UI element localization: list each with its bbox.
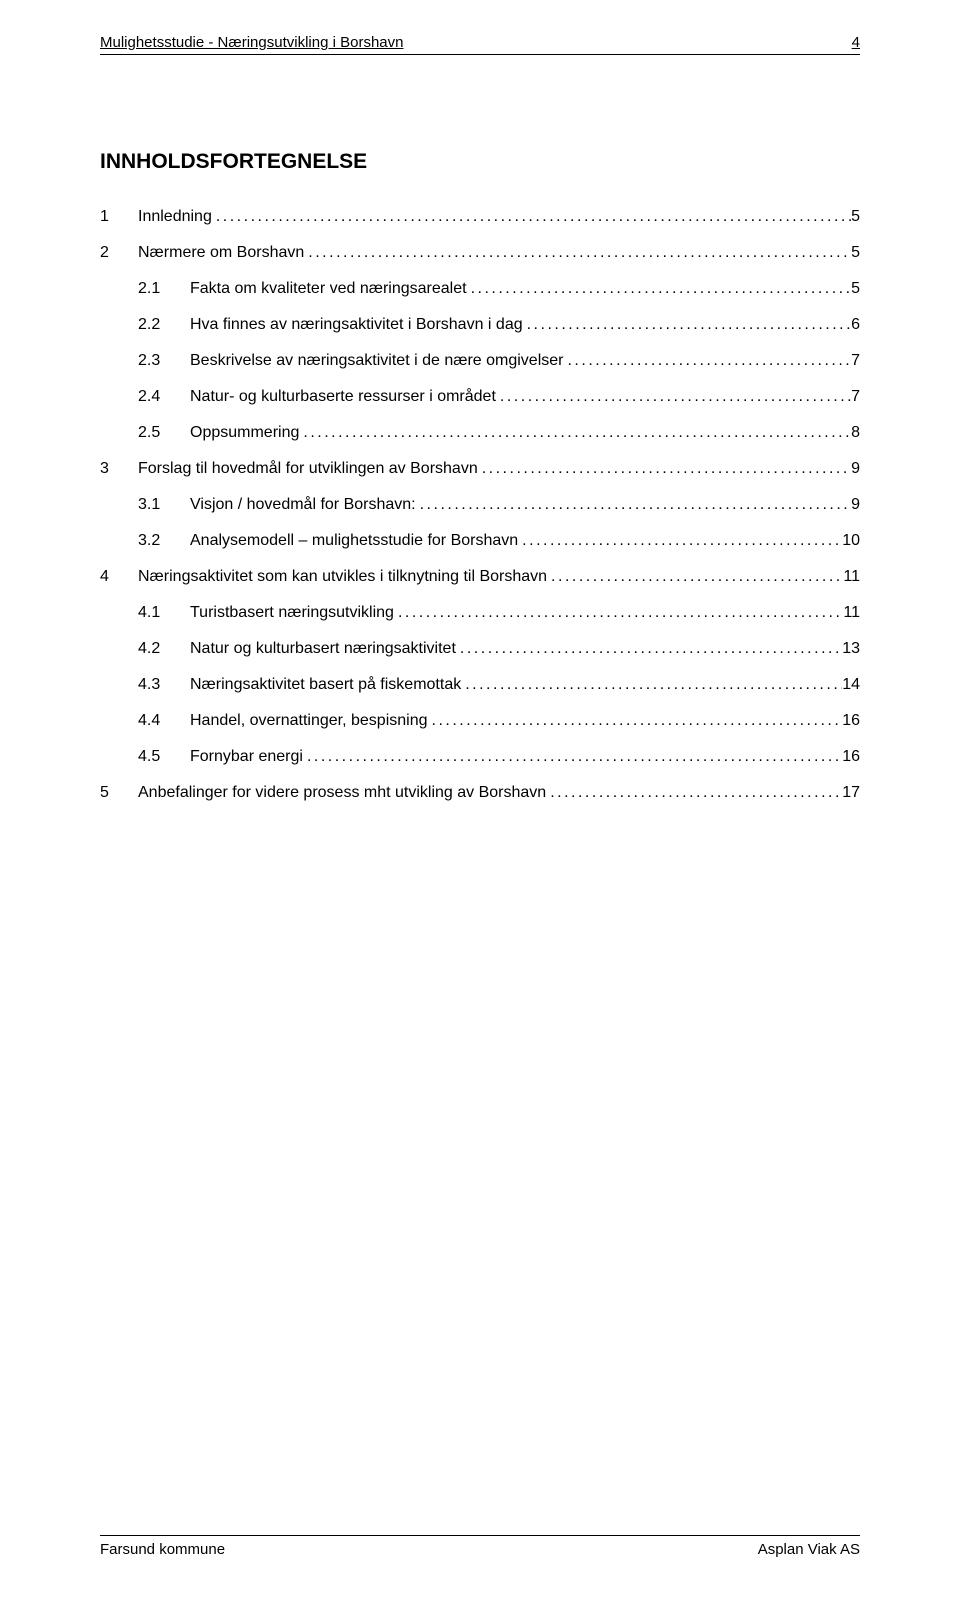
toc-entry: 2Nærmere om Borshavn 5 [100,244,860,262]
toc-entry-number: 3 [100,460,138,478]
toc-entry-label: Analysemodell – mulighetsstudie for Bors… [190,532,518,550]
footer-rule [100,1535,860,1536]
toc-entry-leader [523,316,851,334]
toc-entry-leader [304,244,851,262]
toc-entry-number: 3.2 [138,532,190,550]
toc-entry-page: 5 [851,280,860,298]
toc-entry-label: Turistbasert næringsutvikling [190,604,394,622]
toc-entry-leader [461,676,842,694]
toc-entry-label: Natur og kulturbasert næringsaktivitet [190,640,456,658]
toc-entry-number: 3.1 [138,496,190,514]
content-area: INNHOLDSFORTEGNELSE 1Innledning52Nærmere… [100,150,860,820]
toc-entry: 2.1Fakta om kvaliteter ved næringsareale… [100,280,860,298]
toc-entry-label: Forslag til hovedmål for utviklingen av … [138,460,478,478]
toc-entry-page: 16 [842,748,860,766]
toc-entry-leader [518,532,842,550]
header-page-number: 4 [852,34,860,51]
toc-entry-number: 4 [100,568,138,586]
header-title: Mulighetsstudie - Næringsutvikling i Bor… [100,34,403,51]
toc-entry-number: 1 [100,208,138,226]
toc-entry: 4.3Næringsaktivitet basert på fiskemotta… [100,676,860,694]
toc-entry-leader [547,568,843,586]
toc-entry-label: Handel, overnattinger, bespisning [190,712,428,730]
toc-entry-label: Natur- og kulturbaserte ressurser i områ… [190,388,496,406]
toc-entry-page: 13 [842,640,860,658]
toc-entry-page: 9 [851,460,860,478]
toc-entry-page: 8 [851,424,860,442]
page-footer: Farsund kommune Asplan Viak AS [100,1541,860,1558]
toc-entry-number: 2.3 [138,352,190,370]
toc-entry-number: 5 [100,784,138,802]
toc-entry-page: 5 [851,208,860,226]
toc-entry-label: Næringsaktivitet som kan utvikles i tilk… [138,568,547,586]
toc-entry-leader [496,388,851,406]
toc-entry-label: Fornybar energi [190,748,303,766]
toc-list: 1Innledning52Nærmere om Borshavn52.1Fakt… [100,208,860,802]
toc-entry: 5Anbefalinger for videre prosess mht utv… [100,784,860,802]
toc-title: INNHOLDSFORTEGNELSE [100,150,860,174]
toc-entry-number: 2.1 [138,280,190,298]
toc-entry-label: Hva finnes av næringsaktivitet i Borshav… [190,316,523,334]
toc-entry-number: 2.5 [138,424,190,442]
header-rule [100,54,860,55]
toc-entry-page: 7 [851,352,860,370]
toc-entry-number: 4.1 [138,604,190,622]
toc-entry: 4Næringsaktivitet som kan utvikles i til… [100,568,860,586]
page-header: Mulighetsstudie - Næringsutvikling i Bor… [100,34,860,51]
toc-entry-page: 10 [842,532,860,550]
toc-entry-page: 6 [851,316,860,334]
toc-entry: 3.2Analysemodell – mulighetsstudie for B… [100,532,860,550]
toc-entry-label: Fakta om kvaliteter ved næringsarealet [190,280,467,298]
toc-entry: 2.3Beskrivelse av næringsaktivitet i de … [100,352,860,370]
toc-entry-leader [467,280,852,298]
toc-entry: 2.4Natur- og kulturbaserte ressurser i o… [100,388,860,406]
toc-entry-page: 5 [851,244,860,262]
toc-entry-label: Beskrivelse av næringsaktivitet i de nær… [190,352,563,370]
toc-entry: 4.4Handel, overnattinger, bespisning 16 [100,712,860,730]
toc-entry: 4.5Fornybar energi 16 [100,748,860,766]
toc-entry-number: 4.5 [138,748,190,766]
toc-entry-page: 9 [851,496,860,514]
toc-entry: 2.5Oppsummering 8 [100,424,860,442]
toc-entry: 2.2Hva finnes av næringsaktivitet i Bors… [100,316,860,334]
toc-entry-page: 11 [843,604,860,622]
document-page: Mulighetsstudie - Næringsutvikling i Bor… [0,0,960,1620]
toc-entry-leader [478,460,851,478]
toc-entry-leader [563,352,851,370]
toc-entry-leader [212,208,851,226]
toc-entry-leader [456,640,842,658]
toc-entry-number: 2.2 [138,316,190,334]
toc-entry: 4.2Natur og kulturbasert næringsaktivite… [100,640,860,658]
footer-right: Asplan Viak AS [758,1541,860,1558]
toc-entry-label: Visjon / hovedmål for Borshavn: [190,496,416,514]
toc-entry-leader [416,496,851,514]
toc-entry-leader [394,604,843,622]
toc-entry-label: Nærmere om Borshavn [138,244,304,262]
toc-entry-number: 4.4 [138,712,190,730]
toc-entry-page: 16 [842,712,860,730]
toc-entry: 3Forslag til hovedmål for utviklingen av… [100,460,860,478]
toc-entry: 3.1Visjon / hovedmål for Borshavn: 9 [100,496,860,514]
toc-entry-page: 11 [843,568,860,586]
footer-left: Farsund kommune [100,1541,225,1558]
toc-entry-leader [546,784,842,802]
toc-entry-leader [303,748,842,766]
toc-entry-page: 17 [842,784,860,802]
toc-entry-number: 4.3 [138,676,190,694]
toc-entry-number: 2.4 [138,388,190,406]
toc-entry-label: Næringsaktivitet basert på fiskemottak [190,676,461,694]
toc-entry-label: Anbefalinger for videre prosess mht utvi… [138,784,546,802]
toc-entry-page: 14 [842,676,860,694]
toc-entry-number: 4.2 [138,640,190,658]
toc-entry-page: 7 [851,388,860,406]
toc-entry-leader [428,712,843,730]
toc-entry-label: Oppsummering [190,424,299,442]
toc-entry: 4.1Turistbasert næringsutvikling 11 [100,604,860,622]
toc-entry-leader [299,424,851,442]
toc-entry: 1Innledning 5 [100,208,860,226]
toc-entry-label: Innledning [138,208,212,226]
toc-entry-number: 2 [100,244,138,262]
